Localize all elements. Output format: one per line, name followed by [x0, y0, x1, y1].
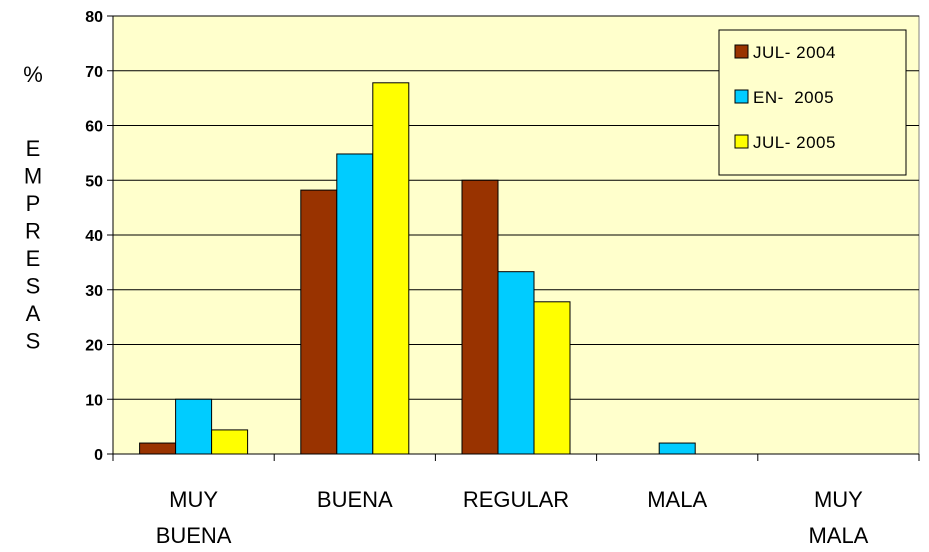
y-label-char: S [26, 274, 41, 299]
y-label-char: A [26, 301, 41, 326]
bar [175, 398, 213, 455]
bar [658, 442, 696, 455]
legend: JUL- 2004 EN- 2005 JUL- 2005 [718, 29, 907, 176]
legend-swatch [734, 134, 749, 149]
y-tick-label: 50 [85, 173, 103, 190]
y-label-char: S [26, 329, 41, 354]
x-category-label: MUY [814, 487, 863, 512]
legend-label: JUL- 2005 [753, 133, 836, 152]
legend-label: EN- 2005 [753, 88, 834, 107]
legend-label: JUL- 2004 [753, 43, 836, 62]
y-tick-label: 10 [85, 392, 103, 409]
y-tick-label: 70 [85, 64, 103, 81]
y-tick-label: 60 [85, 119, 103, 136]
bar [533, 301, 571, 455]
legend-swatch [734, 44, 749, 59]
bar [139, 442, 177, 455]
x-category-label: BUENA [317, 487, 393, 512]
y-label-char: M [24, 164, 42, 189]
bar [336, 153, 374, 455]
bar [461, 179, 499, 455]
bar [372, 82, 410, 455]
y-label-char: P [26, 191, 41, 216]
bar [497, 271, 535, 455]
bar [211, 429, 249, 455]
x-category-label: MUY [169, 487, 218, 512]
y-label-char: E [26, 246, 41, 271]
y-tick-label: 0 [94, 447, 103, 464]
y-tick-label: 30 [85, 283, 103, 300]
x-category-label: REGULAR [463, 487, 569, 512]
y-label-char: % [23, 62, 43, 87]
y-tick-label: 80 [85, 9, 103, 26]
x-category-label: MALA [808, 523, 868, 548]
x-category-label: MALA [647, 487, 707, 512]
axes [112, 16, 920, 461]
y-axis-ticks: 0 10 20 30 40 50 60 70 80 [85, 9, 113, 464]
bar [300, 189, 338, 455]
x-axis-categories: MUY BUENA BUENA REGULAR MALA MUY MALA [156, 487, 869, 548]
legend-swatch [734, 89, 749, 104]
x-category-label: BUENA [156, 523, 232, 548]
legend-box [718, 29, 907, 176]
y-tick-label: 40 [85, 228, 103, 245]
y-label-char: R [25, 219, 41, 244]
y-tick-label: 20 [85, 338, 103, 355]
y-label-char: E [26, 136, 41, 161]
